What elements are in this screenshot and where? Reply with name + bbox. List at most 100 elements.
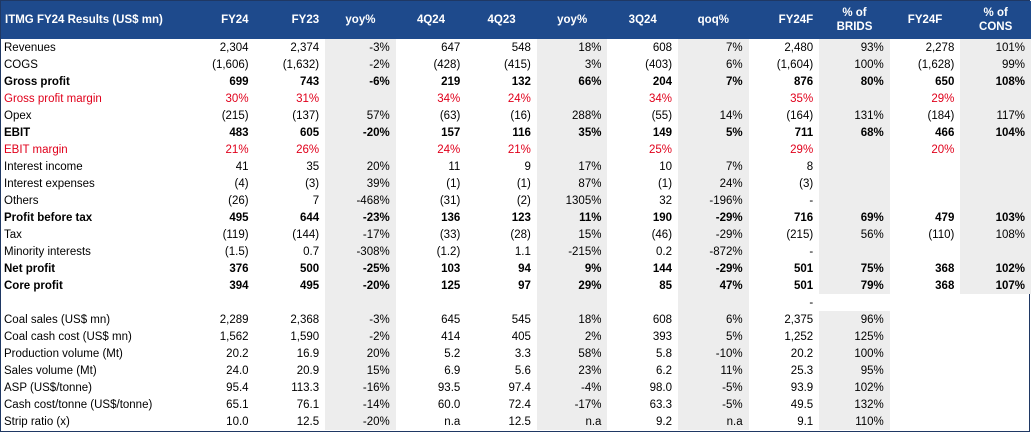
row-label: Gross profit	[4, 75, 70, 88]
table-cell: 393	[652, 330, 673, 343]
table-cell: n.a	[444, 415, 461, 428]
table-cell: 11%	[536, 209, 608, 226]
table-cell: (26)	[228, 194, 249, 207]
table-cell: (1)	[657, 177, 673, 190]
table-cell	[819, 175, 890, 192]
table-cell: 93%	[819, 39, 890, 56]
table-cell: 66%	[536, 73, 608, 90]
table-cell: (55)	[651, 109, 673, 122]
table-cell: 26%	[296, 143, 320, 156]
table-cell: 108%	[960, 73, 1031, 90]
table-cell: 23%	[536, 362, 608, 379]
table-cell: 2,278	[925, 41, 955, 54]
row-label: EBIT margin	[4, 143, 68, 156]
table-cell: 24%	[507, 92, 531, 105]
table-cell: -	[809, 296, 814, 309]
table-cell: 2,374	[290, 41, 320, 54]
row-label: Opex	[4, 109, 32, 122]
table-cell: 190	[652, 211, 673, 224]
table-cell	[960, 90, 1031, 107]
table-cell	[960, 328, 1031, 345]
table-cell: 21%	[507, 143, 531, 156]
table-cell	[960, 294, 1031, 311]
row-label: EBIT	[4, 126, 31, 139]
table-cell: 100%	[819, 56, 890, 73]
table-cell: 97	[518, 279, 531, 292]
table-cell: -10%	[678, 345, 749, 362]
table-title: ITMG FY24 Results (US$ mn)	[5, 14, 163, 26]
table-cell: 711	[794, 126, 814, 139]
table-row: Gross profit margin 30% 31% 34% 24% 34% 35% 29%	[1, 90, 1031, 107]
col-header: 3Q24	[628, 14, 657, 26]
table-cell: 545	[511, 313, 531, 326]
table-cell: 102%	[819, 379, 890, 396]
table-cell: 644	[299, 211, 320, 224]
table-cell	[890, 192, 961, 209]
table-cell: 1,562	[219, 330, 249, 343]
table-cell: 1,590	[290, 330, 320, 343]
table-cell: 57%	[325, 107, 396, 124]
table-cell: 376	[229, 262, 249, 275]
table-cell: -4%	[536, 379, 608, 396]
table-cell: 20.9	[296, 364, 320, 377]
table-cell: 1305%	[536, 192, 608, 209]
table-cell: 25%	[649, 143, 673, 156]
table-cell: 97.4	[508, 381, 531, 394]
table-cell	[960, 175, 1031, 192]
table-cell: 157	[441, 126, 461, 139]
table-cell: 20%	[325, 158, 396, 175]
table-cell: 548	[511, 41, 531, 54]
table-cell: 11%	[678, 362, 749, 379]
table-cell: 29%	[931, 92, 955, 105]
table-cell: (137)	[292, 109, 320, 122]
table-cell: 20%	[931, 143, 955, 156]
table-cell	[536, 141, 608, 158]
table-cell: (1,628)	[917, 58, 955, 71]
table-cell: (184)	[927, 109, 955, 122]
table-cell: 10	[659, 160, 673, 173]
table-cell: 95%	[819, 362, 890, 379]
table-cell: 20.2	[226, 347, 249, 360]
table-cell: -872%	[678, 243, 749, 260]
table-cell: 75%	[819, 260, 890, 277]
table-cell: 219	[441, 75, 461, 88]
table-cell	[890, 158, 961, 175]
row-label: Gross profit margin	[4, 92, 102, 105]
table-cell: 34%	[649, 92, 673, 105]
table-cell: 93.9	[790, 381, 814, 394]
table-cell: (164)	[786, 109, 814, 122]
table-cell: 9.2	[656, 415, 673, 428]
table-cell: 495	[229, 211, 249, 224]
table-cell: 58%	[536, 345, 608, 362]
table-cell: 65.1	[226, 398, 249, 411]
table-cell: 3.3	[514, 347, 531, 360]
table-cell: (3)	[799, 177, 814, 190]
table-cell: 0.2	[656, 245, 673, 258]
table-row: Sales volume (Mt) 24.0 20.9 15% 6.9 5.6 23% 6.2…	[1, 362, 1031, 379]
table-cell: 2,375	[784, 313, 814, 326]
row-label: Production volume (Mt)	[4, 347, 123, 360]
table-cell	[890, 175, 961, 192]
table-cell: (1,604)	[776, 58, 814, 71]
row-label: Profit before tax	[4, 211, 93, 224]
table-cell	[890, 294, 961, 311]
table-cell: (28)	[510, 228, 531, 241]
table-cell: 495	[299, 279, 320, 292]
table-row: EBIT 483 605 -20% 157 116 35% 149 5% 711 68% 466 104…	[1, 124, 1031, 141]
table-cell	[890, 243, 961, 260]
row-label: Strip ratio (x)	[4, 415, 70, 428]
table-cell: 368	[935, 262, 955, 275]
table-cell: 132	[511, 75, 531, 88]
table-cell: 6%	[678, 56, 749, 73]
table-cell: 35	[306, 160, 320, 173]
table-cell: 7	[312, 194, 320, 207]
col-header: 4Q24	[416, 14, 446, 26]
table-cell: 8	[806, 160, 814, 173]
table-cell: 288%	[536, 107, 608, 124]
table-cell: 29%	[790, 143, 814, 156]
table-cell: 645	[441, 313, 461, 326]
table-cell: 17%	[536, 158, 608, 175]
table-cell: 483	[229, 126, 249, 139]
row-label: Sales volume (Mt)	[4, 364, 97, 377]
table-cell	[960, 158, 1031, 175]
